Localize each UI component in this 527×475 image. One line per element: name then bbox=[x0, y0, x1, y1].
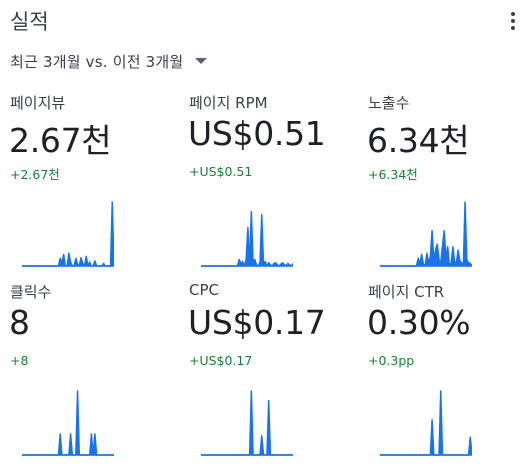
sparkline-chart bbox=[22, 390, 114, 456]
sparkline-line bbox=[22, 201, 114, 267]
period-selector[interactable]: 최근 3개월 vs. 이전 3개월 bbox=[10, 50, 208, 72]
sparkline-area bbox=[201, 391, 293, 455]
metric-cpc[interactable]: CPC US$0.17 +US$0.17 bbox=[188, 281, 359, 466]
metric-value: 8 bbox=[9, 303, 30, 342]
metric-page-rpm[interactable]: 페이지 RPM US$0.51 +US$0.51 bbox=[188, 92, 359, 277]
metric-value: 2.67천 bbox=[9, 121, 112, 160]
metric-delta: +US$0.51 bbox=[189, 164, 253, 179]
sparkline-line bbox=[22, 390, 114, 456]
metric-clicks[interactable]: 클릭수 8 +8 bbox=[9, 281, 180, 466]
metric-label: 클릭수 bbox=[10, 283, 52, 301]
metric-pageviews[interactable]: 페이지뷰 2.67천 +2.67천 bbox=[9, 92, 180, 277]
more-vert-icon[interactable] bbox=[505, 8, 521, 34]
sparkline-line bbox=[380, 390, 472, 456]
card-title: 실적 bbox=[10, 10, 49, 34]
sparkline-chart bbox=[201, 390, 293, 456]
metric-value: 0.30% bbox=[367, 303, 471, 342]
metric-label: CPC bbox=[189, 281, 219, 299]
arrow-drop-down-icon bbox=[195, 58, 208, 64]
sparkline-chart bbox=[380, 390, 472, 456]
metric-label: 페이지뷰 bbox=[10, 94, 66, 112]
sparkline-chart bbox=[201, 210, 293, 267]
period-label: 최근 3개월 vs. 이전 3개월 bbox=[10, 52, 184, 71]
sparkline-line bbox=[201, 390, 293, 456]
metric-delta: +0.3pp bbox=[368, 353, 415, 368]
card-header: 실적 bbox=[10, 4, 527, 34]
metric-value: US$0.17 bbox=[188, 303, 326, 342]
metric-delta: +6.34천 bbox=[368, 167, 418, 182]
metric-label: 페이지 CTR bbox=[368, 283, 445, 301]
metric-delta: +2.67천 bbox=[10, 167, 60, 182]
metric-value: 6.34천 bbox=[367, 121, 470, 160]
metric-page-ctr[interactable]: 페이지 CTR 0.30% +0.3pp bbox=[367, 281, 527, 466]
sparkline-area bbox=[22, 391, 114, 455]
metric-label: 노출수 bbox=[368, 94, 410, 112]
sparkline-chart bbox=[22, 201, 114, 267]
metric-delta: +8 bbox=[10, 353, 29, 368]
metric-value: US$0.51 bbox=[188, 114, 326, 153]
metric-delta: +US$0.17 bbox=[189, 353, 253, 368]
sparkline-chart bbox=[380, 201, 472, 267]
metric-impressions[interactable]: 노출수 6.34천 +6.34천 bbox=[367, 92, 527, 277]
metric-label: 페이지 RPM bbox=[189, 94, 268, 112]
sparkline-area bbox=[380, 391, 472, 455]
